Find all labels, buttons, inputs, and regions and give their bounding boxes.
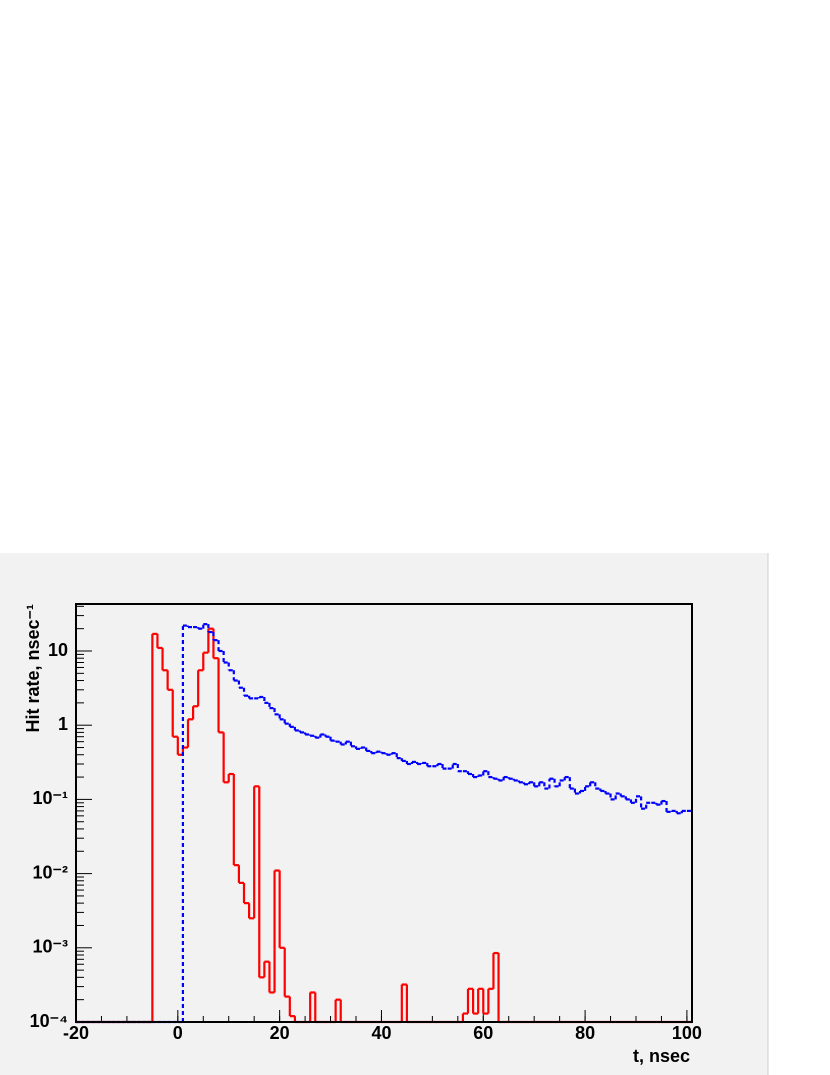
- y-tick-label: 10⁻⁴: [30, 1011, 68, 1031]
- x-tick-label: 80: [575, 1023, 595, 1043]
- y-tick-label: 10⁻²: [32, 862, 68, 882]
- y-axis-label: Hit rate, nsec⁻¹: [23, 604, 43, 733]
- y-tick-label: 10⁻¹: [32, 788, 68, 808]
- x-tick-label: 40: [371, 1023, 391, 1043]
- x-tick-label: -20: [63, 1023, 89, 1043]
- x-tick-label: 0: [173, 1023, 183, 1043]
- plot-frame: [75, 603, 693, 1023]
- x-tick-label: 100: [672, 1023, 702, 1043]
- y-tick-label: 10: [48, 640, 68, 660]
- x-tick-label: 60: [473, 1023, 493, 1043]
- y-tick-label: 10⁻³: [32, 937, 68, 957]
- x-axis-label: t, nsec: [633, 1046, 690, 1066]
- y-tick-label: 1: [58, 714, 68, 734]
- x-tick-label: 20: [270, 1023, 290, 1043]
- canvas-panel: [0, 553, 768, 1075]
